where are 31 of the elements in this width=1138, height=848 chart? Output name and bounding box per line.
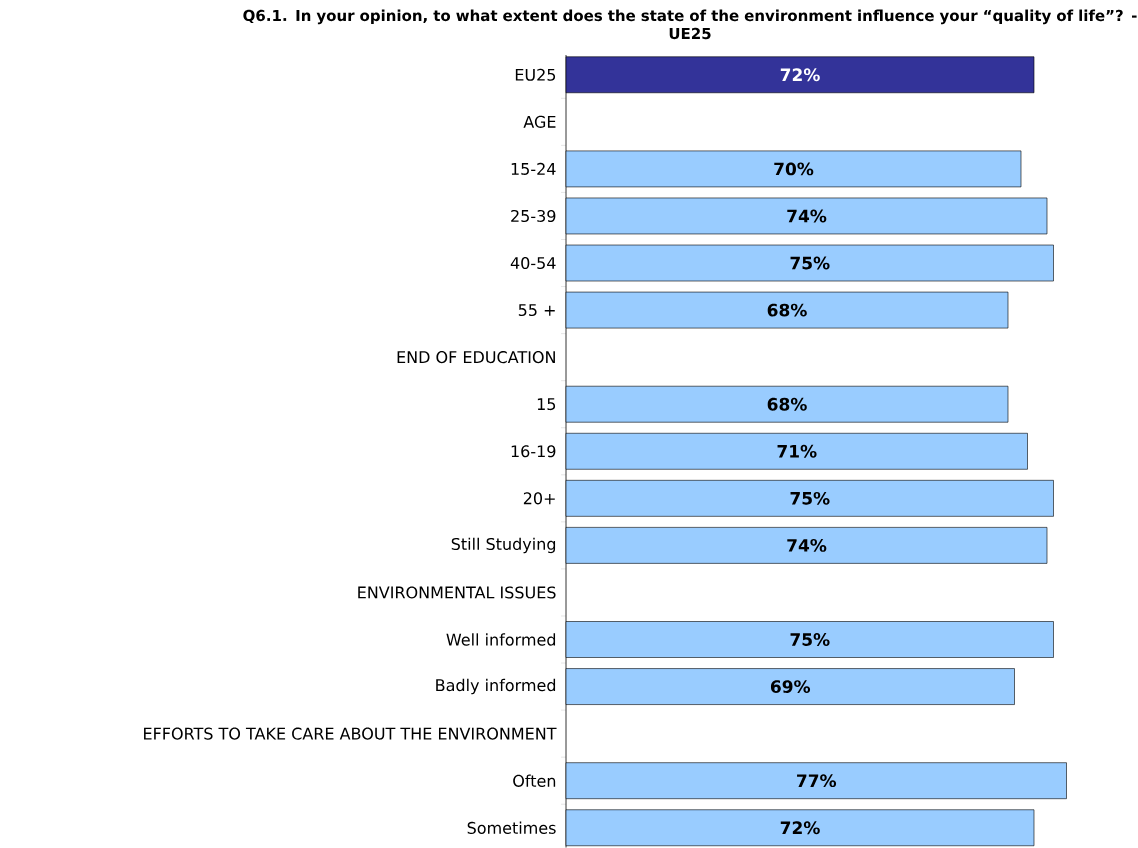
y-tick-label: 55 + — [518, 304, 555, 317]
data-label: 75% — [790, 491, 830, 505]
y-tick-label: 40-54 — [510, 256, 556, 270]
y-tick-label: EU25 — [515, 68, 556, 81]
y-tick-label: 16-19 — [511, 445, 556, 458]
y-tick-label: Well informed — [446, 633, 556, 646]
y-tick-label: Sometimes — [467, 821, 556, 834]
data-label: 75% — [790, 256, 830, 270]
data-label: 77% — [797, 774, 837, 788]
y-tick-label: Often — [513, 774, 556, 787]
data-label: 68% — [767, 397, 807, 411]
y-tick-label: Still Studying — [451, 537, 556, 554]
y-tick-label: 15-24 — [511, 162, 556, 175]
y-tick-label: EFFORTS TO TAKE CARE ABOUT THE ENVIRONMENT — [144, 727, 557, 740]
data-label: 70% — [774, 162, 814, 176]
data-label: 74% — [787, 538, 827, 552]
data-label: 69% — [770, 680, 811, 693]
data-label: 71% — [777, 444, 817, 458]
y-tick-label: 20+ — [523, 492, 555, 505]
y-tick-label: 15 — [537, 398, 556, 411]
data-label: 74% — [787, 209, 827, 223]
y-tick-label: 25-39 — [511, 209, 556, 223]
y-tick-label: AGE — [523, 115, 556, 128]
data-label: 68% — [767, 303, 807, 317]
data-label: 75% — [790, 633, 830, 646]
chart-title: Q6.1. In your opinion, to what extent does the state of the environment influence your “quality of life”? - UE25 — [243, 9, 1137, 40]
data-label: 72% — [780, 821, 820, 835]
y-tick-label: ENVIRONMENTAL ISSUES — [358, 586, 556, 599]
y-tick-label: END OF EDUCATION — [397, 351, 555, 364]
data-label: 72% — [780, 68, 820, 82]
y-tick-label: Badly informed — [436, 678, 556, 695]
